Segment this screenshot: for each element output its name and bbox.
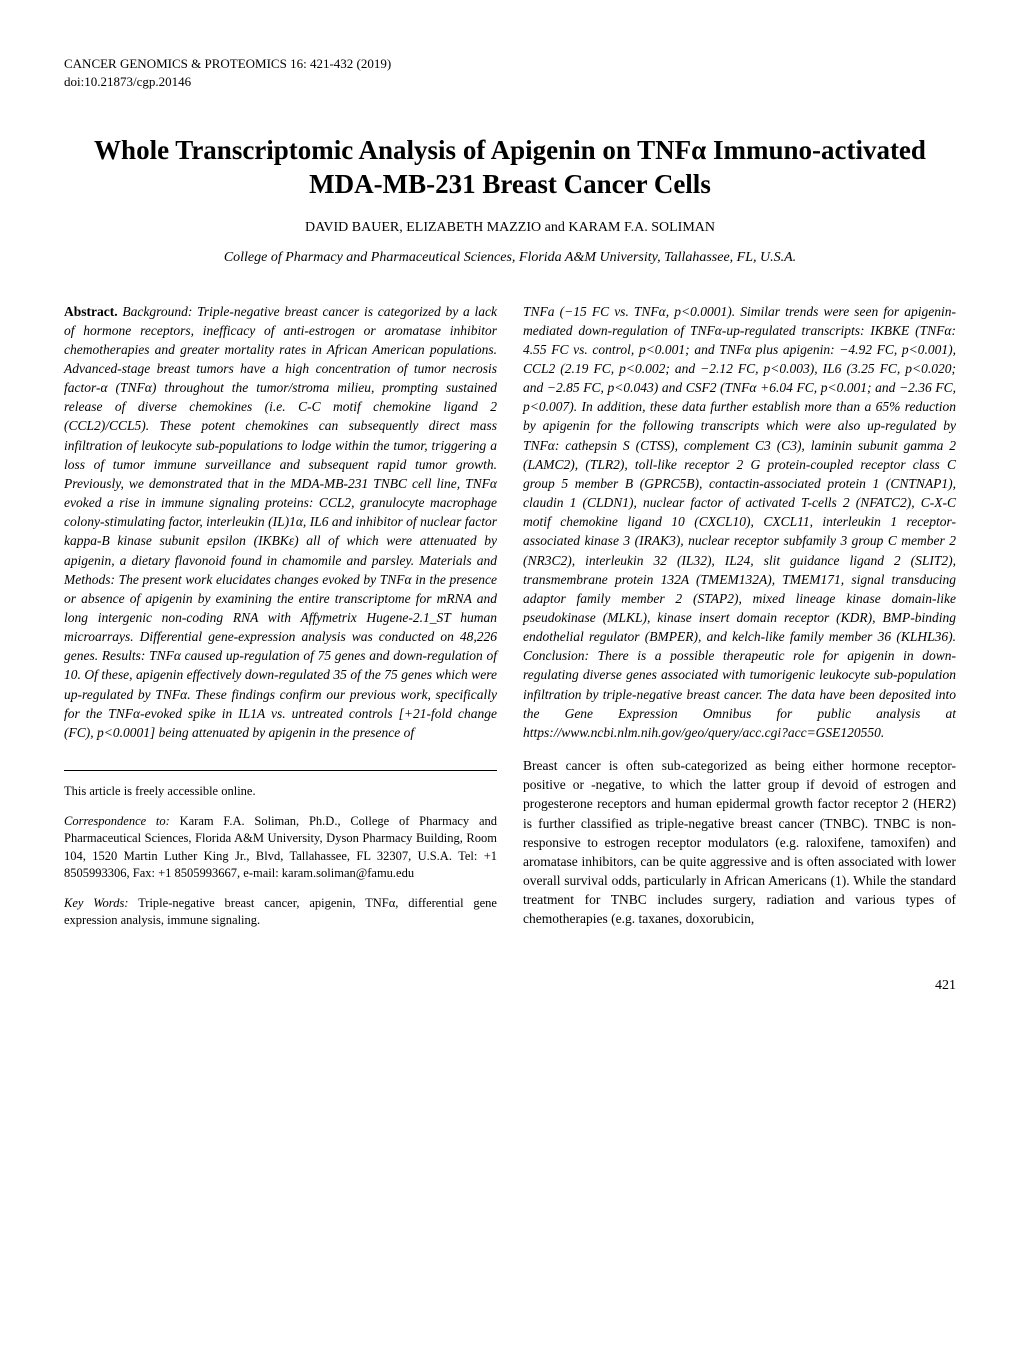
footnote-keywords: Key Words: Triple-negative breast cancer…	[64, 895, 497, 930]
doi: doi:10.21873/cgp.20146	[64, 74, 956, 90]
intro-paragraph: Breast cancer is often sub-categorized a…	[523, 756, 956, 928]
keywords-label: Key Words:	[64, 896, 128, 910]
article-title: Whole Transcriptomic Analysis of Apigeni…	[64, 134, 956, 202]
right-column: TNFa (−15 FC vs. TNFα, p<0.0001). Simila…	[523, 302, 956, 942]
two-column-body: Abstract. Background: Triple-negative br…	[64, 302, 956, 942]
authors: DAVID BAUER, ELIZABETH MAZZIO and KARAM …	[64, 220, 956, 236]
affiliation: College of Pharmacy and Pharmaceutical S…	[64, 250, 956, 266]
page-number: 421	[64, 942, 956, 994]
left-column: Abstract. Background: Triple-negative br…	[64, 302, 497, 942]
keywords-text: Triple-negative breast cancer, apigenin,…	[64, 896, 497, 928]
journal-header: CANCER GENOMICS & PROTEOMICS 16: 421-432…	[64, 56, 956, 90]
footnote-separator	[64, 770, 497, 771]
footnote-correspondence: Correspondence to: Karam F.A. Soliman, P…	[64, 813, 497, 883]
abstract-label: Abstract.	[64, 304, 118, 319]
journal-line: CANCER GENOMICS & PROTEOMICS 16: 421-432…	[64, 56, 391, 71]
abstract-text-right: TNFa (−15 FC vs. TNFα, p<0.0001). Simila…	[523, 302, 956, 743]
correspondence-label: Correspondence to:	[64, 814, 170, 828]
footnote-access: This article is freely accessible online…	[64, 783, 497, 801]
abstract-text-left: Background: Triple-negative breast cance…	[64, 304, 497, 740]
abstract-left: Abstract. Background: Triple-negative br…	[64, 302, 497, 743]
